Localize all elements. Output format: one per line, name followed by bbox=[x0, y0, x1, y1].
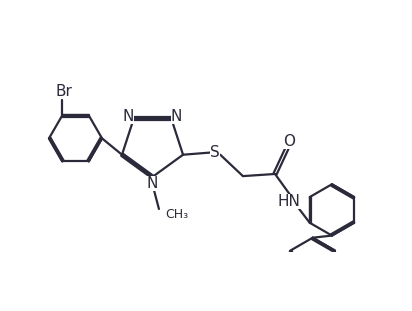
Text: N: N bbox=[123, 109, 134, 124]
Text: Br: Br bbox=[56, 84, 73, 100]
Text: O: O bbox=[283, 134, 295, 149]
Text: N: N bbox=[171, 109, 182, 124]
Text: HN: HN bbox=[278, 194, 301, 209]
Text: N: N bbox=[147, 176, 158, 191]
Text: CH₃: CH₃ bbox=[165, 208, 188, 220]
Text: S: S bbox=[210, 145, 220, 160]
